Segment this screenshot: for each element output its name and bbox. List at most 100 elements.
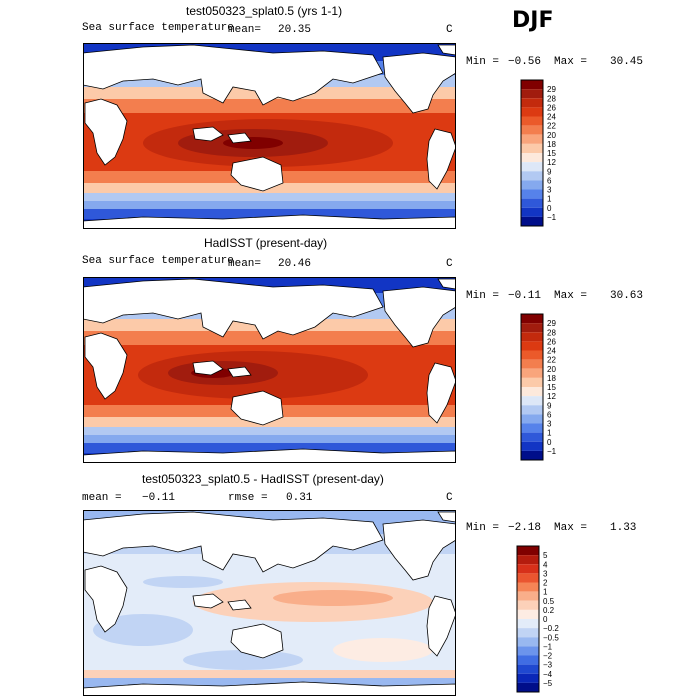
colorbar-swatch xyxy=(521,107,543,117)
colorbar-tick-label: 22 xyxy=(547,122,556,131)
colorbar-tick-label: −5 xyxy=(543,679,553,688)
colorbar-tick-label: 1 xyxy=(543,588,548,597)
colorbar-swatch xyxy=(521,143,543,153)
panel-3-min-value: −2.18 xyxy=(508,522,542,534)
panel-3-map xyxy=(83,510,456,696)
colorbar-tick-label: 28 xyxy=(547,94,556,103)
colorbar-swatch xyxy=(521,323,543,333)
colorbar-tick-label: 9 xyxy=(547,167,552,176)
panel-2-mean-label: mean= xyxy=(228,258,262,270)
panel-1-field-label: Sea surface temperature xyxy=(82,22,234,34)
colorbar-swatch xyxy=(521,432,543,442)
colorbar-tick-label: 15 xyxy=(547,383,556,392)
colorbar-tick-label: 6 xyxy=(547,410,552,419)
panel-2-title: HadISST (present-day) xyxy=(204,236,328,250)
colorbar-swatch xyxy=(517,682,539,692)
colorbar-tick-label: 0.5 xyxy=(543,597,555,606)
colorbar-swatch xyxy=(521,405,543,415)
colorbar-swatch xyxy=(517,619,539,629)
colorbar-swatch xyxy=(521,450,543,460)
colorbar-swatch xyxy=(517,546,539,556)
colorbar-tick-label: 24 xyxy=(547,113,556,122)
colorbar-swatch xyxy=(521,314,543,324)
panel-2-map xyxy=(83,277,456,463)
panel-2-mean-value: 20.46 xyxy=(278,258,312,270)
colorbar-swatch xyxy=(521,80,543,90)
colorbar-swatch xyxy=(517,664,539,674)
colorbar-tick-label: 1 xyxy=(547,195,552,204)
panel-3-rmse-label: rmse = xyxy=(228,492,268,504)
colorbar-tick-label: 24 xyxy=(547,347,556,356)
colorbar-swatch xyxy=(517,582,539,592)
colorbar-tick-label: −0.5 xyxy=(543,633,559,642)
colorbar-tick-label: 3 xyxy=(543,569,548,578)
colorbar-tick-label: 26 xyxy=(547,103,556,112)
colorbar-tick-label: 0 xyxy=(543,615,548,624)
panel-1-max-value: 30.45 xyxy=(610,56,644,68)
colorbar-swatch xyxy=(521,368,543,378)
panel-2-min-value: −0.11 xyxy=(508,290,542,302)
panel-1-max-label: Max = xyxy=(554,56,588,68)
colorbar-tick-label: 4 xyxy=(543,560,548,569)
colorbar-swatch xyxy=(521,441,543,451)
colorbar-tick-label: 0.2 xyxy=(543,606,555,615)
colorbar-tick-label: 5 xyxy=(543,551,548,560)
panel-1-min-value: −0.56 xyxy=(508,56,542,68)
panel-3-min-label: Min = xyxy=(466,522,500,534)
colorbar-swatch xyxy=(521,377,543,387)
panel-2-field-label: Sea surface temperature xyxy=(82,255,234,267)
colorbar-swatch xyxy=(521,89,543,99)
colorbar-swatch xyxy=(517,628,539,638)
colorbar-tick-label: 20 xyxy=(547,365,556,374)
colorbar-tick-label: 3 xyxy=(547,186,552,195)
colorbar-swatch xyxy=(521,341,543,351)
colorbar-swatch xyxy=(521,387,543,397)
colorbar-swatch xyxy=(521,216,543,226)
panel-1-units: C xyxy=(446,24,453,36)
panel-1-mean-label: mean= xyxy=(228,24,262,36)
colorbar-swatch xyxy=(521,198,543,208)
colorbar-outline xyxy=(520,79,544,227)
colorbar-tick-label: 6 xyxy=(547,176,552,185)
colorbar-swatch xyxy=(521,414,543,424)
colorbar-tick-label: 18 xyxy=(547,374,556,383)
colorbar-swatch xyxy=(517,637,539,647)
colorbar-tick-label: 29 xyxy=(547,85,556,94)
colorbar-swatch xyxy=(521,98,543,108)
panel-2-units: C xyxy=(446,258,453,270)
colorbar-swatch xyxy=(521,171,543,181)
colorbar-tick-label: 20 xyxy=(547,131,556,140)
panel-3-max-label: Max = xyxy=(554,522,588,534)
season-label: DJF xyxy=(512,8,554,33)
colorbar-tick-label: 2 xyxy=(543,579,548,588)
panel-1-min-label: Min = xyxy=(466,56,500,68)
colorbar-tick-label: 18 xyxy=(547,140,556,149)
colorbar-swatch xyxy=(517,609,539,619)
colorbar-tick-label: −0.2 xyxy=(543,624,559,633)
colorbar-outline xyxy=(516,545,540,693)
panel-2-max-value: 30.63 xyxy=(610,290,644,302)
colorbar-tick-label: −2 xyxy=(543,652,553,661)
colorbar-swatch xyxy=(521,189,543,199)
colorbar-swatch xyxy=(517,573,539,583)
panel-3-units: C xyxy=(446,492,453,504)
colorbar-swatch xyxy=(521,359,543,369)
colorbar-tick-label: 12 xyxy=(547,158,556,167)
panel-1-mean-value: 20.35 xyxy=(278,24,312,36)
colorbar-swatch xyxy=(517,673,539,683)
colorbar-swatch xyxy=(517,591,539,601)
colorbar-tick-label: 1 xyxy=(547,429,552,438)
panel-3-rmse-value: 0.31 xyxy=(286,492,313,504)
colorbar-tick-label: −4 xyxy=(543,670,553,679)
colorbar-swatch xyxy=(517,564,539,574)
colorbar-tick-label: 26 xyxy=(547,337,556,346)
colorbar-tick-label: −3 xyxy=(543,661,553,670)
colorbar-swatch xyxy=(521,162,543,172)
colorbar-swatch xyxy=(521,396,543,406)
panel-3-mean-value: −0.11 xyxy=(142,492,176,504)
colorbar-swatch xyxy=(521,180,543,190)
colorbar-swatch xyxy=(517,646,539,656)
